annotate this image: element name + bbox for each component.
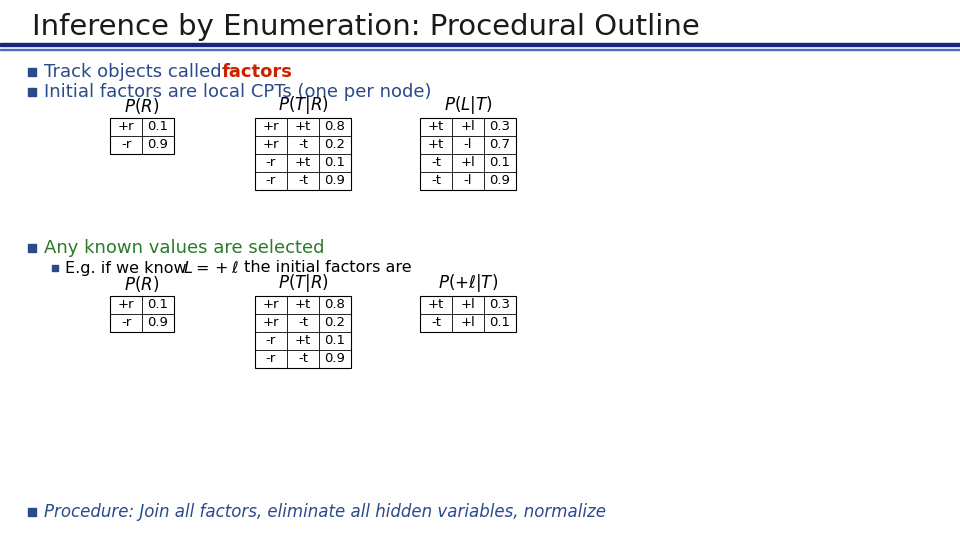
Text: +r: +r bbox=[118, 120, 134, 133]
Text: 0.9: 0.9 bbox=[148, 316, 168, 329]
Text: -r: -r bbox=[266, 157, 276, 170]
Text: 0.9: 0.9 bbox=[324, 174, 346, 187]
Text: 0.1: 0.1 bbox=[490, 316, 511, 329]
Text: 0.3: 0.3 bbox=[490, 299, 511, 312]
Text: 0.3: 0.3 bbox=[490, 120, 511, 133]
Text: $P(R)$: $P(R)$ bbox=[125, 96, 159, 116]
Text: $P(+\ell|T)$: $P(+\ell|T)$ bbox=[438, 272, 498, 294]
Text: Any known values are selected: Any known values are selected bbox=[44, 239, 324, 257]
Text: E.g. if we know: E.g. if we know bbox=[65, 260, 192, 275]
Text: +t: +t bbox=[428, 138, 444, 152]
Text: +l: +l bbox=[461, 120, 475, 133]
Text: 0.1: 0.1 bbox=[148, 120, 169, 133]
Text: $P(R)$: $P(R)$ bbox=[125, 274, 159, 294]
Bar bbox=[255, 118, 351, 190]
Text: Track objects called: Track objects called bbox=[44, 63, 228, 81]
Text: 0.9: 0.9 bbox=[490, 174, 511, 187]
Text: -t: -t bbox=[431, 157, 441, 170]
Text: +l: +l bbox=[461, 316, 475, 329]
Text: +t: +t bbox=[428, 120, 444, 133]
Bar bbox=[28, 508, 36, 516]
Text: Inference by Enumeration: Procedural Outline: Inference by Enumeration: Procedural Out… bbox=[32, 13, 700, 41]
Text: -t: -t bbox=[298, 138, 308, 152]
Text: -t: -t bbox=[431, 174, 441, 187]
Bar bbox=[28, 244, 36, 252]
Text: -r: -r bbox=[121, 138, 132, 152]
Text: $L = +\ell$: $L = +\ell$ bbox=[183, 260, 239, 276]
Text: -l: -l bbox=[464, 174, 472, 187]
Text: 0.9: 0.9 bbox=[324, 353, 346, 366]
Text: 0.2: 0.2 bbox=[324, 316, 346, 329]
Text: -r: -r bbox=[266, 334, 276, 348]
Text: 0.1: 0.1 bbox=[324, 334, 346, 348]
Bar bbox=[110, 296, 174, 332]
Text: +r: +r bbox=[263, 299, 279, 312]
Bar bbox=[28, 88, 36, 96]
Text: Procedure: Join all factors, eliminate all hidden variables, normalize: Procedure: Join all factors, eliminate a… bbox=[44, 503, 606, 521]
Text: 0.7: 0.7 bbox=[490, 138, 511, 152]
Text: +l: +l bbox=[461, 157, 475, 170]
Text: +t: +t bbox=[295, 299, 311, 312]
Text: -t: -t bbox=[298, 316, 308, 329]
Text: $P(T|R)$: $P(T|R)$ bbox=[277, 94, 328, 116]
Text: +t: +t bbox=[428, 299, 444, 312]
Text: the initial factors are: the initial factors are bbox=[239, 260, 412, 275]
Bar bbox=[0, 43, 960, 46]
Text: +r: +r bbox=[263, 316, 279, 329]
Text: $P(T|R)$: $P(T|R)$ bbox=[277, 272, 328, 294]
Bar bbox=[420, 296, 516, 332]
Text: +l: +l bbox=[461, 299, 475, 312]
Text: -t: -t bbox=[298, 353, 308, 366]
Text: 0.1: 0.1 bbox=[490, 157, 511, 170]
Text: 0.2: 0.2 bbox=[324, 138, 346, 152]
Bar bbox=[52, 265, 58, 271]
Bar bbox=[255, 296, 351, 368]
Text: factors: factors bbox=[222, 63, 293, 81]
Text: -r: -r bbox=[266, 353, 276, 366]
Text: $P(L|T)$: $P(L|T)$ bbox=[444, 94, 492, 116]
Text: +r: +r bbox=[263, 120, 279, 133]
Bar bbox=[110, 118, 174, 154]
Text: 0.8: 0.8 bbox=[324, 299, 346, 312]
Text: -l: -l bbox=[464, 138, 472, 152]
Text: +r: +r bbox=[118, 299, 134, 312]
Bar bbox=[420, 118, 516, 190]
Text: -t: -t bbox=[298, 174, 308, 187]
Bar bbox=[28, 68, 36, 76]
Text: 0.9: 0.9 bbox=[148, 138, 168, 152]
Text: -r: -r bbox=[121, 316, 132, 329]
Text: +t: +t bbox=[295, 334, 311, 348]
Text: +t: +t bbox=[295, 120, 311, 133]
Text: -t: -t bbox=[431, 316, 441, 329]
Text: 0.1: 0.1 bbox=[148, 299, 169, 312]
Text: 0.1: 0.1 bbox=[324, 157, 346, 170]
Text: -r: -r bbox=[266, 174, 276, 187]
Text: 0.8: 0.8 bbox=[324, 120, 346, 133]
Text: +t: +t bbox=[295, 157, 311, 170]
Text: Initial factors are local CPTs (one per node): Initial factors are local CPTs (one per … bbox=[44, 83, 431, 101]
Text: +r: +r bbox=[263, 138, 279, 152]
Bar bbox=[0, 49, 960, 50]
